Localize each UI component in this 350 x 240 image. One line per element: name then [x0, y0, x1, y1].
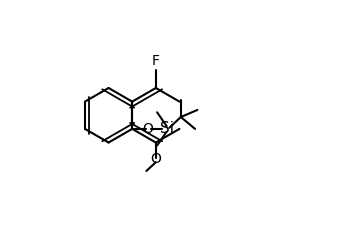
- Text: O: O: [150, 152, 161, 166]
- Text: Si: Si: [160, 121, 174, 136]
- Text: O: O: [142, 122, 153, 136]
- Text: F: F: [152, 54, 160, 68]
